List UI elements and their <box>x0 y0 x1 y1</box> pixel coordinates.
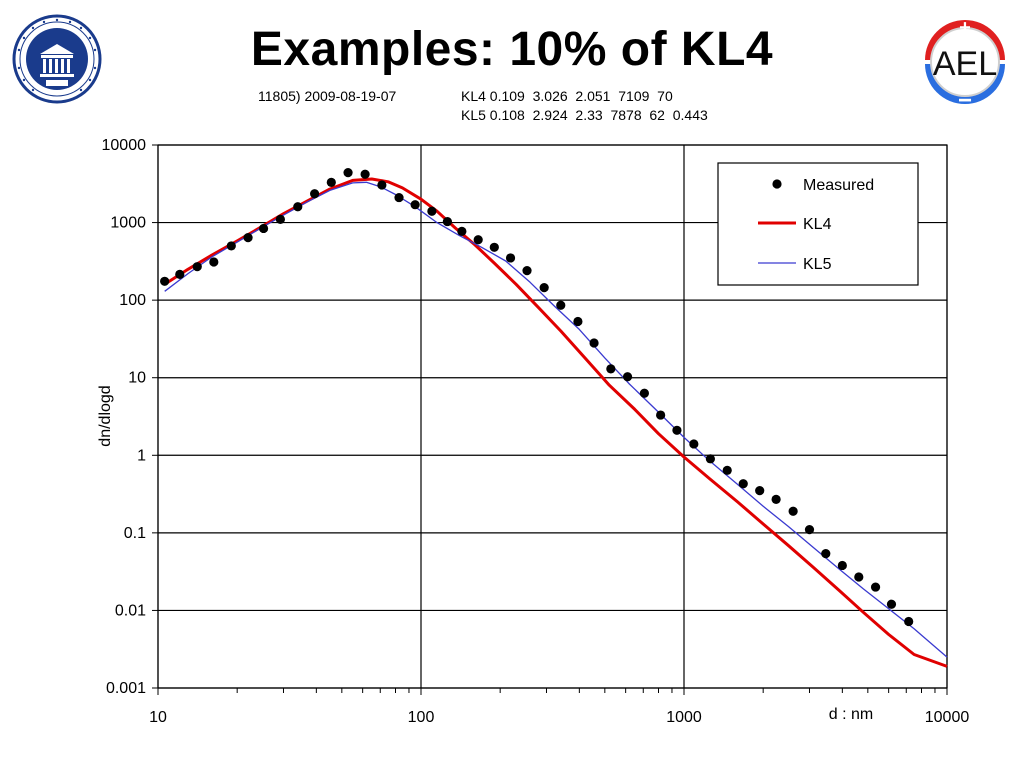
x-tick-label: 10 <box>149 709 167 726</box>
y-tick-label: 0.001 <box>106 680 146 697</box>
x-tick-label: 100 <box>408 709 435 726</box>
measured-point <box>457 226 467 236</box>
measured-point <box>870 582 881 592</box>
ael-logo-text: AEL <box>933 45 997 83</box>
y-tick-label: 1 <box>137 447 146 464</box>
measured-point <box>489 242 499 252</box>
measured-point <box>589 338 599 348</box>
y-tick-label: 10 <box>128 370 146 387</box>
measured-point <box>821 549 831 559</box>
measured-point <box>377 180 387 190</box>
measured-point <box>442 216 452 227</box>
measured-point <box>886 599 897 609</box>
measured-point <box>837 560 847 571</box>
measured-point <box>192 262 202 272</box>
measured-point <box>722 465 732 475</box>
measured-point <box>606 364 616 374</box>
measured-point <box>755 486 765 496</box>
legend-kl4-label: KL4 <box>803 216 832 233</box>
measured-point <box>573 316 583 327</box>
university-seal-logo <box>12 14 102 104</box>
measured-point <box>788 506 798 516</box>
measured-point <box>310 189 320 199</box>
plus-sign-icon: + <box>959 17 971 39</box>
measured-point <box>539 283 549 293</box>
y-tick-label: 0.1 <box>124 525 146 542</box>
y-tick-label: 0.01 <box>115 602 146 619</box>
measured-point <box>209 257 219 267</box>
legend-measured-label: Measured <box>803 177 874 194</box>
measured-point <box>293 202 303 212</box>
legend: Measured KL4 KL5 <box>717 162 919 286</box>
measured-point <box>622 372 633 382</box>
labels-layer: 10 100 1000 10000 0.001 0.01 0.1 1 10 100 1000 1000… <box>97 137 969 726</box>
measured-point <box>243 233 253 243</box>
measured-point <box>258 223 269 234</box>
measured-point <box>160 276 170 286</box>
measured-point <box>689 439 699 449</box>
measured-point <box>705 454 715 464</box>
x-tick-label: 1000 <box>666 709 702 726</box>
legend-box <box>717 162 919 286</box>
measured-point <box>226 241 236 251</box>
measured-point <box>656 410 666 420</box>
measured-point <box>522 266 532 276</box>
y-tick-label: 100 <box>119 292 146 309</box>
measured-point <box>738 479 748 489</box>
slide-title: Examples: 10% of KL4 <box>250 23 774 76</box>
sample-id-label: 11805) 2009-08-19-07 <box>258 88 397 104</box>
measured-point <box>175 269 185 279</box>
x-axis-label: d : nm <box>829 706 873 723</box>
kl5-parameters: KL5 0.108 2.924 2.33 7878 62 0.443 <box>461 107 708 123</box>
measured-point <box>904 616 914 627</box>
ael-logo: AEL + − <box>925 17 1005 112</box>
measured-point <box>505 253 516 263</box>
measured-point <box>427 206 437 216</box>
measured-point <box>771 494 781 504</box>
measured-point <box>672 425 682 435</box>
plot-frame <box>157 144 948 689</box>
measured-point <box>473 235 483 245</box>
measured-point <box>854 572 864 582</box>
measured-point <box>639 388 649 398</box>
legend-measured-marker <box>772 179 782 189</box>
series-layer <box>160 168 948 668</box>
measured-point <box>394 192 404 203</box>
y-tick-label: 1000 <box>110 215 146 232</box>
x-tick-label: 10000 <box>925 709 970 726</box>
axes-layer <box>152 144 948 695</box>
measured-point <box>326 177 336 187</box>
measured-point <box>804 525 815 535</box>
minus-sign-icon: − <box>958 87 972 112</box>
legend-kl5-label: KL5 <box>803 256 832 273</box>
measured-point <box>343 168 353 178</box>
measured-point <box>275 214 285 224</box>
kl4-parameters: KL4 0.109 3.026 2.051 7109 70 <box>461 88 673 104</box>
measured-point <box>410 200 420 210</box>
measured-point <box>360 169 370 179</box>
y-tick-label: 10000 <box>102 137 147 154</box>
measured-point <box>556 300 566 310</box>
y-axis-label: dn/dlogd <box>97 385 114 446</box>
